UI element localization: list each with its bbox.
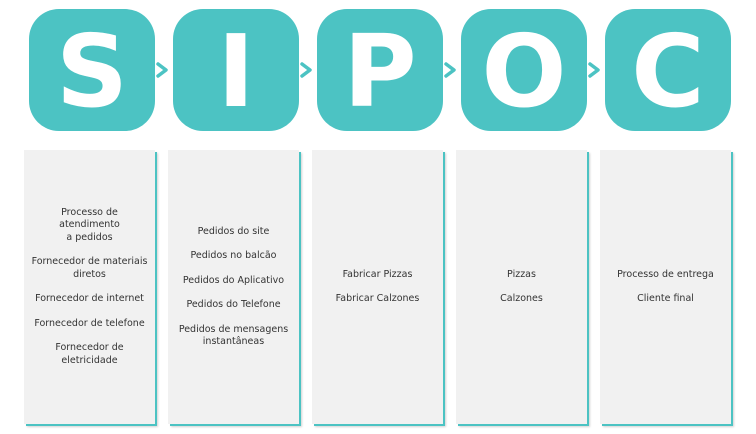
letter-o: O <box>481 13 567 130</box>
card-item: Fornecedor de eletricidade <box>55 342 124 366</box>
card-inputs: Pedidos do site Pedidos no balcão Pedido… <box>168 150 299 424</box>
card-item: Pedidos do Aplicativo <box>182 274 285 286</box>
card-item: Pedidos do Telefone <box>186 299 281 310</box>
tile-i: I <box>173 9 299 131</box>
tile-c: C <box>605 9 731 131</box>
card-item: Cliente final <box>637 293 694 304</box>
chevron-right-icon <box>155 62 171 78</box>
card-outputs: Pizzas Calzones <box>456 150 587 424</box>
letter-i: I <box>217 13 255 130</box>
tile-p: P <box>317 9 443 131</box>
chevron-right-icon <box>299 62 315 78</box>
card-item: Fornecedor de materiais diretos <box>31 256 148 280</box>
card-item: Processo de atendimento a pedidos <box>59 206 120 243</box>
letter-c: C <box>631 13 705 130</box>
tile-s: S <box>29 9 155 131</box>
card-item: Fornecedor de telefone <box>34 317 145 329</box>
card-process: Fabricar Pizzas Fabricar Calzones <box>312 150 443 424</box>
card-item: Fabricar Pizzas <box>342 268 413 280</box>
letter-s: S <box>55 13 129 130</box>
card-item: Pedidos no balcão <box>190 250 277 261</box>
card-item: Pedidos de mensagens instantâneas <box>178 323 289 348</box>
card-customers: Processo de entrega Cliente final <box>600 150 731 424</box>
card-suppliers: Processo de atendimento a pedidos Fornec… <box>24 150 155 424</box>
card-item: Pedidos do site <box>197 225 270 237</box>
card-item: Pizzas <box>507 268 536 280</box>
letter-p: P <box>343 13 417 130</box>
card-item: Fabricar Calzones <box>335 293 420 304</box>
chevron-right-icon <box>443 62 459 78</box>
chevron-right-icon <box>587 62 603 78</box>
card-item: Processo de entrega <box>617 268 714 280</box>
tile-o: O <box>461 9 587 131</box>
card-item: Calzones <box>500 293 543 304</box>
card-item: Fornecedor de internet <box>35 293 144 305</box>
